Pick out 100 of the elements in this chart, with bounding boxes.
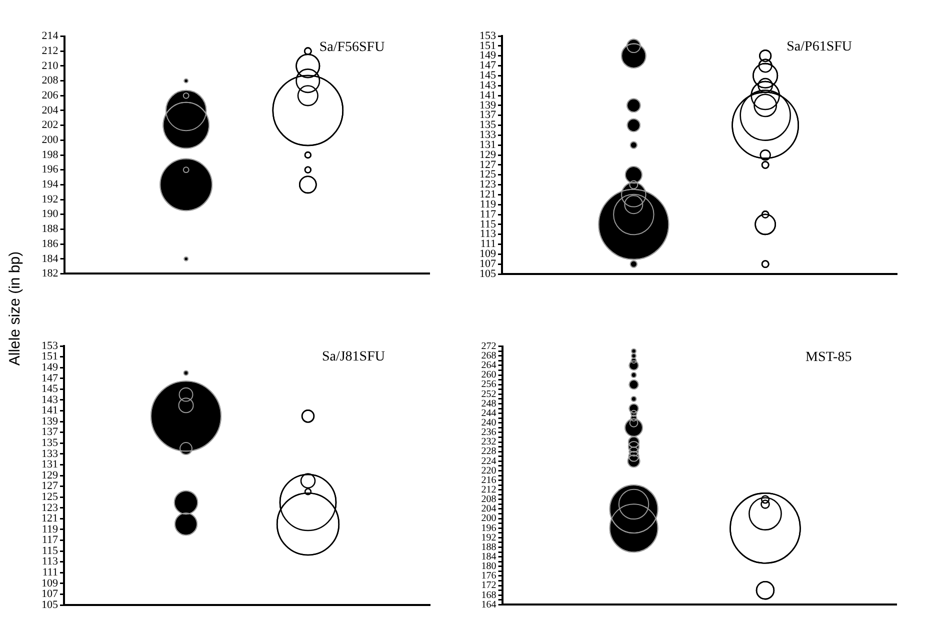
y-tick-label: 188	[42, 223, 59, 236]
y-tick-label: 133	[42, 448, 58, 460]
y-tick-label: 206	[42, 90, 59, 102]
y-tick-label: 194	[42, 178, 59, 191]
y-tick-label: 135	[42, 437, 58, 450]
y-tick-label: 127	[480, 158, 496, 171]
y-tick-label: 129	[480, 148, 496, 161]
y-tick-label: 180	[481, 561, 496, 572]
y-tick-label: 204	[481, 504, 496, 515]
y-tick-label: 147	[480, 60, 496, 72]
y-tick-label: 131	[42, 458, 58, 471]
y-tick-label: 208	[42, 74, 59, 87]
chart-title: MST-85	[806, 350, 852, 365]
y-tick-label: 115	[480, 218, 496, 230]
y-tick-label: 153	[42, 340, 58, 352]
y-tick-label: 149	[480, 50, 496, 62]
y-tick-label: 119	[480, 198, 496, 210]
y-tick-label: 244	[481, 408, 496, 419]
y-tick-label: 210	[42, 60, 59, 72]
y-tick-label: 256	[481, 379, 496, 390]
y-tick-label: 129	[42, 469, 58, 482]
y-tick-label: 153	[480, 30, 496, 42]
y-tick-label: 147	[42, 372, 58, 384]
y-tick-label: 113	[42, 556, 58, 568]
y-tick-label: 214	[42, 30, 59, 42]
y-tick-label: 192	[42, 193, 58, 206]
y-tick-label: 184	[481, 551, 496, 562]
y-tick-label: 151	[480, 40, 496, 52]
y-tick-label: 236	[481, 427, 496, 438]
y-tick-label: 164	[481, 599, 496, 610]
y-tick-label: 137	[42, 426, 58, 438]
y-tick-label: 240	[481, 417, 496, 428]
y-tick-label: 141	[480, 89, 496, 102]
y-tick-label: 196	[42, 164, 59, 176]
y-tick-label: 220	[481, 465, 496, 476]
y-tick-label: 125	[480, 168, 496, 181]
y-tick-label: 123	[42, 502, 58, 514]
y-tick-label: 109	[480, 248, 496, 260]
y-tick-label: 216	[481, 474, 496, 486]
y-tick-label: 123	[480, 178, 496, 191]
chart-title: Sa/P61SFU	[786, 40, 852, 55]
y-tick-label: 119	[42, 523, 58, 536]
y-tick-label: 190	[42, 208, 59, 220]
y-tick-label: 268	[481, 350, 496, 362]
y-tick-label: 121	[480, 188, 496, 201]
y-tick-label: 208	[481, 494, 496, 506]
y-tick-label: 141	[42, 404, 58, 417]
y-tick-label: 204	[42, 104, 59, 116]
y-tick-label: 105	[480, 268, 496, 280]
y-tick-label: 264	[481, 360, 496, 372]
chart-title: Sa/F56SFU	[319, 40, 385, 55]
y-tick-label: 145	[480, 70, 496, 82]
y-tick-label: 212	[481, 484, 496, 496]
y-tick-label: 196	[481, 522, 496, 534]
y-tick-label: 202	[42, 119, 58, 132]
y-tick-label: 117	[480, 208, 496, 220]
y-tick-label: 135	[480, 119, 496, 132]
y-axis-title: Allele size (in bp)	[6, 250, 24, 368]
y-tick-label: 228	[481, 446, 496, 458]
y-tick-label: 198	[42, 148, 59, 161]
y-tick-label: 121	[42, 512, 58, 525]
y-tick-label: 105	[42, 598, 58, 611]
y-tick-label: 186	[42, 238, 59, 250]
y-tick-label: 139	[480, 99, 496, 112]
y-tick-label: 111	[480, 238, 496, 250]
y-tick-label: 252	[481, 388, 496, 400]
y-tick-label: 139	[42, 415, 58, 428]
y-tick-label: 149	[42, 361, 58, 374]
y-tick-label: 200	[42, 134, 59, 146]
y-tick-label: 176	[481, 570, 496, 582]
y-tick-label: 260	[481, 370, 496, 381]
y-tick-label: 111	[42, 566, 58, 579]
y-tick-label: 117	[42, 534, 58, 546]
y-tick-label: 127	[42, 480, 58, 492]
y-tick-label: 232	[481, 436, 496, 448]
y-tick-label: 200	[481, 513, 496, 524]
y-tick-label: 109	[42, 577, 58, 590]
y-tick-label: 107	[42, 588, 58, 600]
y-tick-label: 115	[42, 544, 58, 557]
y-tick-label: 107	[480, 258, 496, 270]
y-tick-label: 168	[481, 590, 496, 601]
y-tick-label: 143	[42, 394, 58, 406]
y-tick-label: 172	[481, 580, 496, 592]
y-tick-label: 151	[42, 350, 58, 363]
y-tick-label: 182	[42, 268, 58, 280]
y-tick-label: 192	[481, 532, 496, 544]
y-tick-label: 272	[481, 340, 496, 352]
y-tick-label: 137	[480, 109, 496, 122]
y-tick-label: 188	[481, 542, 496, 553]
y-tick-label: 145	[42, 383, 58, 396]
y-tick-label: 125	[42, 490, 58, 503]
y-tick-label: 212	[42, 45, 58, 58]
chart-title: Sa/J81SFU	[322, 350, 385, 365]
y-tick-label: 133	[480, 129, 496, 142]
y-tick-label: 184	[42, 252, 59, 265]
y-tick-label: 113	[480, 228, 496, 240]
y-tick-label: 131	[480, 138, 496, 151]
y-tick-label: 248	[481, 398, 496, 410]
y-tick-label: 224	[481, 456, 496, 467]
y-tick-label: 143	[480, 79, 496, 92]
